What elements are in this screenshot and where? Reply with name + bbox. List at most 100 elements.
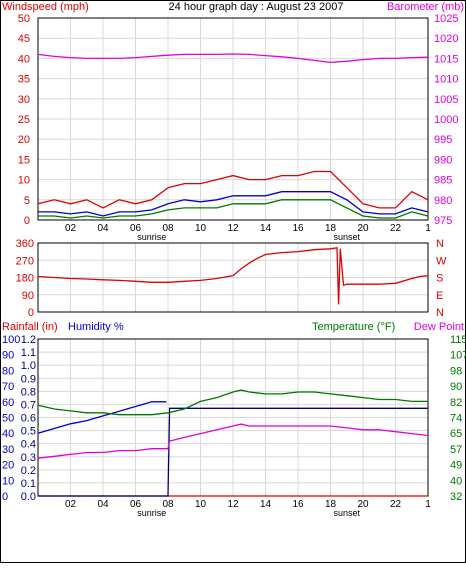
wind-panel-tick-label: 1 (425, 223, 431, 234)
rainfall-tick-label: 0.3 (21, 452, 36, 464)
humidity-tick-label: 70 (2, 381, 14, 393)
direction-tick-label: 0 (28, 307, 34, 319)
wind-panel-sunrise-label: sunrise (137, 232, 166, 242)
temperature-axis-title: Temperature (°F) (312, 321, 395, 333)
compass-tick-label: S (436, 273, 443, 285)
humidity-tick-label: 100 (2, 334, 20, 346)
temperature-tick-label: 65 (450, 428, 462, 440)
barometer-tick-label: 1020 (434, 33, 458, 45)
temperature-tick-label: 49 (450, 460, 462, 472)
windspeed-tick-label: 20 (18, 134, 30, 146)
barometer-tick-label: 980 (434, 195, 452, 207)
temp-panel-tick-label: 14 (260, 499, 272, 510)
left-axis-title: Windspeed (mph) (2, 1, 89, 13)
rainfall-tick-label: 0.6 (21, 413, 36, 425)
wind-panel-tick-label: 20 (357, 223, 369, 234)
wind-panel-tick-label: 02 (65, 223, 77, 234)
humidity-tick-label: 40 (2, 428, 14, 440)
temp-panel-tick-label: 18 (325, 499, 337, 510)
temp-panel-tick-label: 12 (227, 499, 239, 510)
direction-tick-label: 180 (16, 273, 34, 285)
wind-panel-tick-label: 04 (97, 223, 109, 234)
rainfall-tick-label: 1.1 (21, 347, 36, 359)
windspeed-tick-label: 15 (18, 154, 30, 166)
series-dew-point-line (37, 423, 429, 459)
chart-title: 24 hour graph day : August 23 2007 (169, 1, 344, 13)
rainfall-tick-label: 1.2 (21, 334, 36, 346)
rainfall-tick-label: 0.2 (21, 465, 36, 477)
barometer-tick-label: 975 (434, 215, 452, 227)
windspeed-tick-label: 40 (18, 53, 30, 65)
temp-panel-tick-label: 10 (195, 499, 207, 510)
compass-tick-label: N (436, 238, 444, 250)
series-rain-total-line (38, 407, 428, 497)
windspeed-tick-label: 35 (18, 74, 30, 86)
temperature-tick-label: 107 (450, 350, 466, 362)
barometer-tick-label: 1000 (434, 114, 458, 126)
wind-panel-tick-label: 06 (130, 223, 142, 234)
compass-tick-label: E (436, 290, 443, 302)
temperature-tick-label: 57 (450, 444, 462, 456)
windspeed-tick-label: 10 (18, 175, 30, 187)
humidity-tick-label: 0 (2, 491, 8, 503)
wind-panel-frame (37, 17, 429, 221)
series-barometer-mb--line (37, 53, 429, 64)
temperature-tick-label: 98 (450, 365, 462, 377)
rainfall-axis-title: Rainfall (in) (2, 321, 58, 333)
temp-panel-tick-label: 22 (390, 499, 402, 510)
series-average-line (38, 191, 429, 217)
humidity-tick-label: 50 (2, 413, 14, 425)
windspeed-tick-label: 30 (18, 94, 30, 106)
compass-tick-label: N (436, 307, 444, 319)
humidity-tick-label: 10 (2, 475, 14, 487)
temperature-tick-label: 82 (450, 397, 462, 409)
series-direction-line (37, 247, 429, 305)
wind-panel-tick-label: 10 (195, 223, 207, 234)
wind-panel-tick-label: 16 (292, 223, 304, 234)
temperature-tick-label: 90 (450, 381, 462, 393)
windspeed-tick-label: 50 (18, 13, 30, 25)
rainfall-tick-label: 0.5 (21, 426, 36, 438)
temp-panel-tick-label: 02 (65, 499, 77, 510)
wind-panel-tick-label: 14 (260, 223, 272, 234)
temp-panel-sunrise-label: sunrise (137, 508, 166, 518)
right-axis-title: Barometer (mb) (387, 1, 464, 13)
temperature-tick-label: 115 (450, 334, 466, 346)
barometer-tick-label: 1025 (434, 13, 458, 25)
temp-panel-tick-label: 04 (97, 499, 109, 510)
barometer-tick-label: 1010 (434, 74, 458, 86)
windspeed-tick-label: 0 (24, 215, 30, 227)
direction-tick-label: 90 (22, 290, 34, 302)
wind-panel-tick-label: 08 (162, 223, 174, 234)
wind-panel-tick-label: 22 (390, 223, 402, 234)
temp-panel-sunset-label: sunset (333, 508, 360, 518)
compass-tick-label: W (436, 255, 447, 267)
wind-panel-tick-label: 18 (325, 223, 337, 234)
wind-panel-sunset-label: sunset (333, 232, 360, 242)
rainfall-tick-label: 0.1 (21, 478, 36, 490)
temperature-tick-label: 32 (450, 491, 462, 503)
temp-panel-tick-label: 06 (130, 499, 142, 510)
series-temperature-line (37, 389, 428, 416)
temp-panel-tick-label: 16 (292, 499, 304, 510)
series-wind-line (38, 199, 429, 219)
series-gust-line (37, 170, 429, 209)
humidity-tick-label: 30 (2, 444, 14, 456)
temp-panel-tick-label: 20 (357, 499, 369, 510)
humidity-tick-label: 80 (2, 365, 14, 377)
humidity-tick-label: 60 (2, 397, 14, 409)
direction-tick-label: 270 (16, 255, 34, 267)
barometer-tick-label: 1005 (434, 94, 458, 106)
series-humidity-line (37, 401, 167, 434)
barometer-tick-label: 995 (434, 134, 452, 146)
direction-tick-label: 360 (16, 238, 34, 250)
rainfall-tick-label: 0.8 (21, 386, 36, 398)
barometer-tick-label: 990 (434, 154, 452, 166)
rainfall-tick-label: 1.0 (21, 360, 36, 372)
windspeed-tick-label: 5 (24, 195, 30, 207)
rainfall-tick-label: 0.7 (21, 399, 36, 411)
windspeed-tick-label: 45 (18, 33, 30, 45)
temperature-tick-label: 40 (450, 475, 462, 487)
temp-panel-tick-label: 1 (425, 499, 431, 510)
